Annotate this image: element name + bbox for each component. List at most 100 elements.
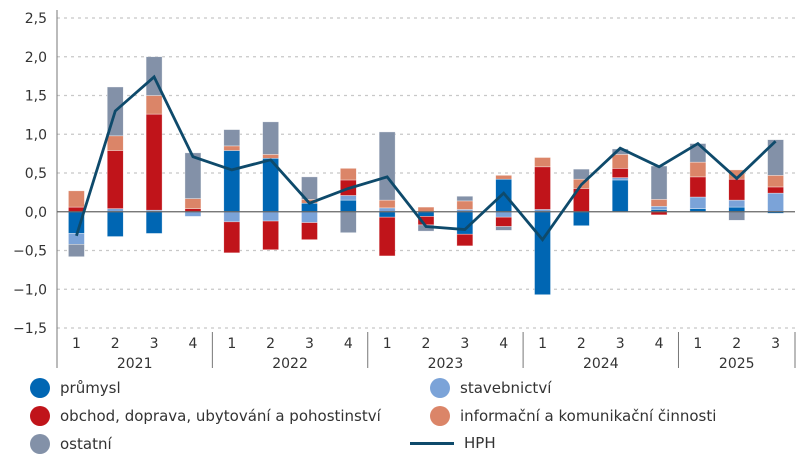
bar-segment	[68, 190, 85, 208]
x-tick-label: 1	[227, 336, 236, 352]
bar-segment	[184, 198, 202, 209]
bar-segment	[417, 206, 435, 213]
bar-segment	[573, 211, 590, 226]
x-tick-label: 3	[616, 336, 625, 352]
bar-segment	[456, 233, 474, 247]
y-tick-label: 1,0	[25, 127, 47, 143]
year-label: 2025	[719, 356, 755, 372]
bar-segment	[106, 150, 124, 209]
bar-segment	[728, 178, 746, 201]
bar-segment	[262, 211, 279, 222]
legend-label: průmysl	[60, 379, 121, 397]
legend-item-informacni: informační a komunikační činnosti	[430, 406, 716, 426]
bar-segment	[534, 211, 551, 295]
x-tick-label: 3	[305, 336, 314, 352]
y-tick-label: 2,0	[25, 50, 47, 66]
legend-label: ostatní	[60, 435, 112, 453]
bar-segment	[573, 168, 590, 180]
legend-item-prumysl: průmysl	[30, 378, 121, 398]
x-tick-label: 3	[771, 336, 780, 352]
legend-marker-obchod	[30, 406, 50, 426]
bar-segment	[611, 154, 629, 169]
legend-marker-hph-line	[410, 441, 454, 445]
legend-label: HPH	[464, 434, 496, 452]
year-label: 2024	[583, 356, 619, 372]
bar-segment	[650, 165, 668, 200]
bar-segment	[534, 157, 551, 168]
bar-segment	[495, 178, 512, 213]
legend-item-ostatni: ostatní	[30, 434, 112, 454]
legend-item-stavebnictvi: stavebnictví	[430, 378, 551, 398]
hph-line	[75, 74, 777, 242]
x-tick-label: 4	[655, 336, 664, 352]
bar-segment	[456, 200, 474, 210]
x-tick-label: 3	[460, 336, 469, 352]
bar-segment	[378, 216, 396, 257]
legend-label: informační a komunikační činnosti	[460, 407, 717, 425]
legend-marker-ostatni	[30, 434, 50, 454]
bar-segment	[106, 211, 124, 237]
x-tick-label: 2	[577, 336, 586, 352]
bar-segment	[262, 154, 279, 159]
x-tick-label: 2	[266, 336, 275, 352]
x-tick-label: 1	[72, 336, 81, 352]
year-label: 2021	[117, 356, 153, 372]
y-tick-label: 0,5	[25, 166, 47, 182]
bar-segment	[534, 166, 551, 210]
bar-segment	[378, 199, 396, 209]
bar-segment	[495, 175, 512, 180]
bar-segment	[262, 121, 279, 155]
bar-segment	[728, 206, 746, 213]
bar-segment	[456, 195, 474, 202]
bar-segment	[68, 206, 85, 213]
bar-segment	[340, 195, 357, 201]
chart: −1,5 −1,0 −0,5 0,0 0,5 1,0 1,5 2,0 2,5 1 2 3 4 1 2 3 4 1 2…	[13, 10, 796, 372]
x-tick-label: 3	[150, 336, 159, 352]
x-tick-label: 4	[188, 336, 197, 352]
bar-segment	[650, 199, 668, 207]
y-tick-label: 2,5	[25, 11, 47, 27]
year-label: 2023	[428, 356, 464, 372]
bar-segment	[184, 211, 202, 217]
legend-marker-prumysl	[30, 378, 50, 398]
bar-segment	[223, 150, 241, 213]
bar-segment	[378, 131, 396, 201]
bar-segment	[495, 216, 512, 227]
year-label: 2022	[272, 356, 308, 372]
bar-segment	[223, 129, 241, 147]
bar-segment	[767, 175, 784, 188]
bar-segment	[611, 177, 629, 181]
legend-marker-stavebnictvi	[430, 378, 450, 398]
bar-segment	[301, 176, 318, 200]
x-tick-label: 4	[499, 336, 508, 352]
x-tick-label: 2	[111, 336, 120, 352]
legend-item-hph: HPH	[410, 434, 496, 452]
bar-segment	[223, 221, 241, 254]
x-tick-label: 1	[538, 336, 547, 352]
x-tick-label: 2	[732, 336, 741, 352]
bar-segment	[68, 244, 85, 258]
y-tick-label: 1,5	[25, 89, 47, 105]
bar-segment	[689, 196, 707, 209]
bar-segment	[340, 211, 357, 233]
bar-segment	[689, 161, 707, 178]
bar-segment	[301, 222, 318, 240]
bar-segment	[767, 139, 784, 176]
bar-segment	[301, 211, 318, 223]
bar-segment	[223, 145, 241, 151]
legend-label: obchod, doprava, ubytování a pohostinstv…	[60, 407, 381, 425]
y-tick-label: −0,5	[13, 244, 47, 260]
bar-segment	[650, 206, 668, 210]
x-tick-label: 1	[383, 336, 392, 352]
bar-segment	[340, 168, 357, 181]
y-tick-label: −1,0	[13, 282, 47, 298]
bar-segment	[145, 113, 163, 211]
bar-segment	[728, 199, 746, 208]
bar-segment	[495, 211, 512, 218]
bar-segment	[689, 176, 707, 198]
bar-segment	[262, 220, 279, 251]
y-tick-label: 0,0	[25, 205, 47, 221]
bar-segment	[145, 95, 163, 115]
y-tick-label: −1,5	[13, 321, 47, 337]
x-tick-label: 1	[693, 336, 702, 352]
